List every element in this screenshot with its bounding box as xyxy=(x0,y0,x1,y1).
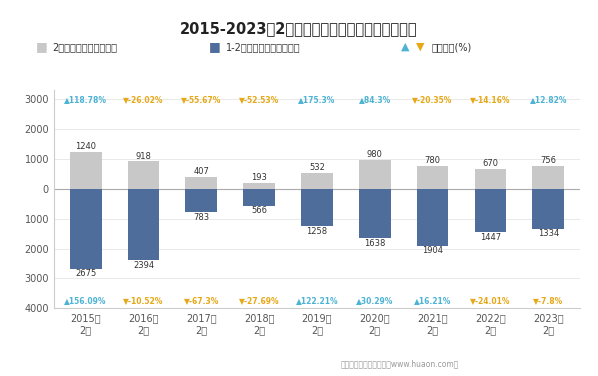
Bar xyxy=(417,189,448,246)
Bar xyxy=(359,159,390,189)
Text: ▲84.3%: ▲84.3% xyxy=(359,95,391,104)
Text: 193: 193 xyxy=(251,173,267,182)
Text: ▼-55.67%: ▼-55.67% xyxy=(181,95,221,104)
Bar xyxy=(185,177,217,189)
Text: ▼-10.52%: ▼-10.52% xyxy=(123,296,164,305)
Text: ▲156.09%: ▲156.09% xyxy=(65,296,107,305)
Bar xyxy=(417,165,448,189)
Text: 756: 756 xyxy=(540,156,556,165)
Text: 1334: 1334 xyxy=(538,229,559,238)
Text: ▼-27.69%: ▼-27.69% xyxy=(239,296,279,305)
Text: 783: 783 xyxy=(193,213,209,222)
Text: 1240: 1240 xyxy=(75,142,96,151)
Text: ▲175.3%: ▲175.3% xyxy=(298,95,335,104)
Text: ▲118.78%: ▲118.78% xyxy=(64,95,107,104)
Text: ▲16.21%: ▲16.21% xyxy=(414,296,451,305)
Text: 670: 670 xyxy=(483,159,498,168)
Text: ▼-14.16%: ▼-14.16% xyxy=(470,95,511,104)
Bar xyxy=(243,189,275,206)
Text: ▼-26.02%: ▼-26.02% xyxy=(123,95,164,104)
Text: 1447: 1447 xyxy=(480,233,501,242)
Bar xyxy=(243,183,275,189)
Text: 980: 980 xyxy=(367,150,383,159)
Text: 1258: 1258 xyxy=(306,227,328,236)
Text: ▲30.29%: ▲30.29% xyxy=(356,296,393,305)
Text: ■: ■ xyxy=(209,41,221,53)
Text: ▼-7.8%: ▼-7.8% xyxy=(533,296,563,305)
Bar xyxy=(532,166,564,189)
Text: ■: ■ xyxy=(36,41,48,53)
Text: ▼-24.01%: ▼-24.01% xyxy=(470,296,511,305)
Text: 780: 780 xyxy=(425,156,441,165)
Text: 1-2月期货成交量（万手）: 1-2月期货成交量（万手） xyxy=(226,42,301,52)
Text: 同比增长(%): 同比增长(%) xyxy=(432,42,472,52)
Bar xyxy=(185,189,217,212)
Text: 制图：华经产业研究院（www.huaon.com）: 制图：华经产业研究院（www.huaon.com） xyxy=(341,359,459,368)
Text: ▼-20.35%: ▼-20.35% xyxy=(413,95,453,104)
Bar xyxy=(475,169,507,189)
Text: 918: 918 xyxy=(136,152,151,161)
Bar xyxy=(359,189,390,238)
Text: 2月期货成交量（万手）: 2月期货成交量（万手） xyxy=(53,42,118,52)
Text: 1638: 1638 xyxy=(364,238,386,247)
Text: ▲12.82%: ▲12.82% xyxy=(529,95,567,104)
Text: 2015-2023年2月郑州商品交易所白糖期货成交量: 2015-2023年2月郑州商品交易所白糖期货成交量 xyxy=(180,21,418,36)
Bar xyxy=(475,189,507,232)
Text: 2675: 2675 xyxy=(75,270,96,279)
Text: 532: 532 xyxy=(309,163,325,172)
Text: 566: 566 xyxy=(251,206,267,215)
Text: 2394: 2394 xyxy=(133,261,154,270)
Text: ▼-52.53%: ▼-52.53% xyxy=(239,95,279,104)
Bar xyxy=(70,152,102,189)
Bar xyxy=(127,189,159,260)
Text: ▼: ▼ xyxy=(416,42,424,52)
Bar xyxy=(70,189,102,269)
Text: ▼-67.3%: ▼-67.3% xyxy=(184,296,219,305)
Bar xyxy=(301,189,333,226)
Bar xyxy=(532,189,564,229)
Bar xyxy=(301,173,333,189)
Bar xyxy=(127,161,159,189)
Text: 1904: 1904 xyxy=(422,246,443,255)
Text: ▲: ▲ xyxy=(401,42,409,52)
Text: ▲122.21%: ▲122.21% xyxy=(295,296,338,305)
Text: 407: 407 xyxy=(193,167,209,176)
